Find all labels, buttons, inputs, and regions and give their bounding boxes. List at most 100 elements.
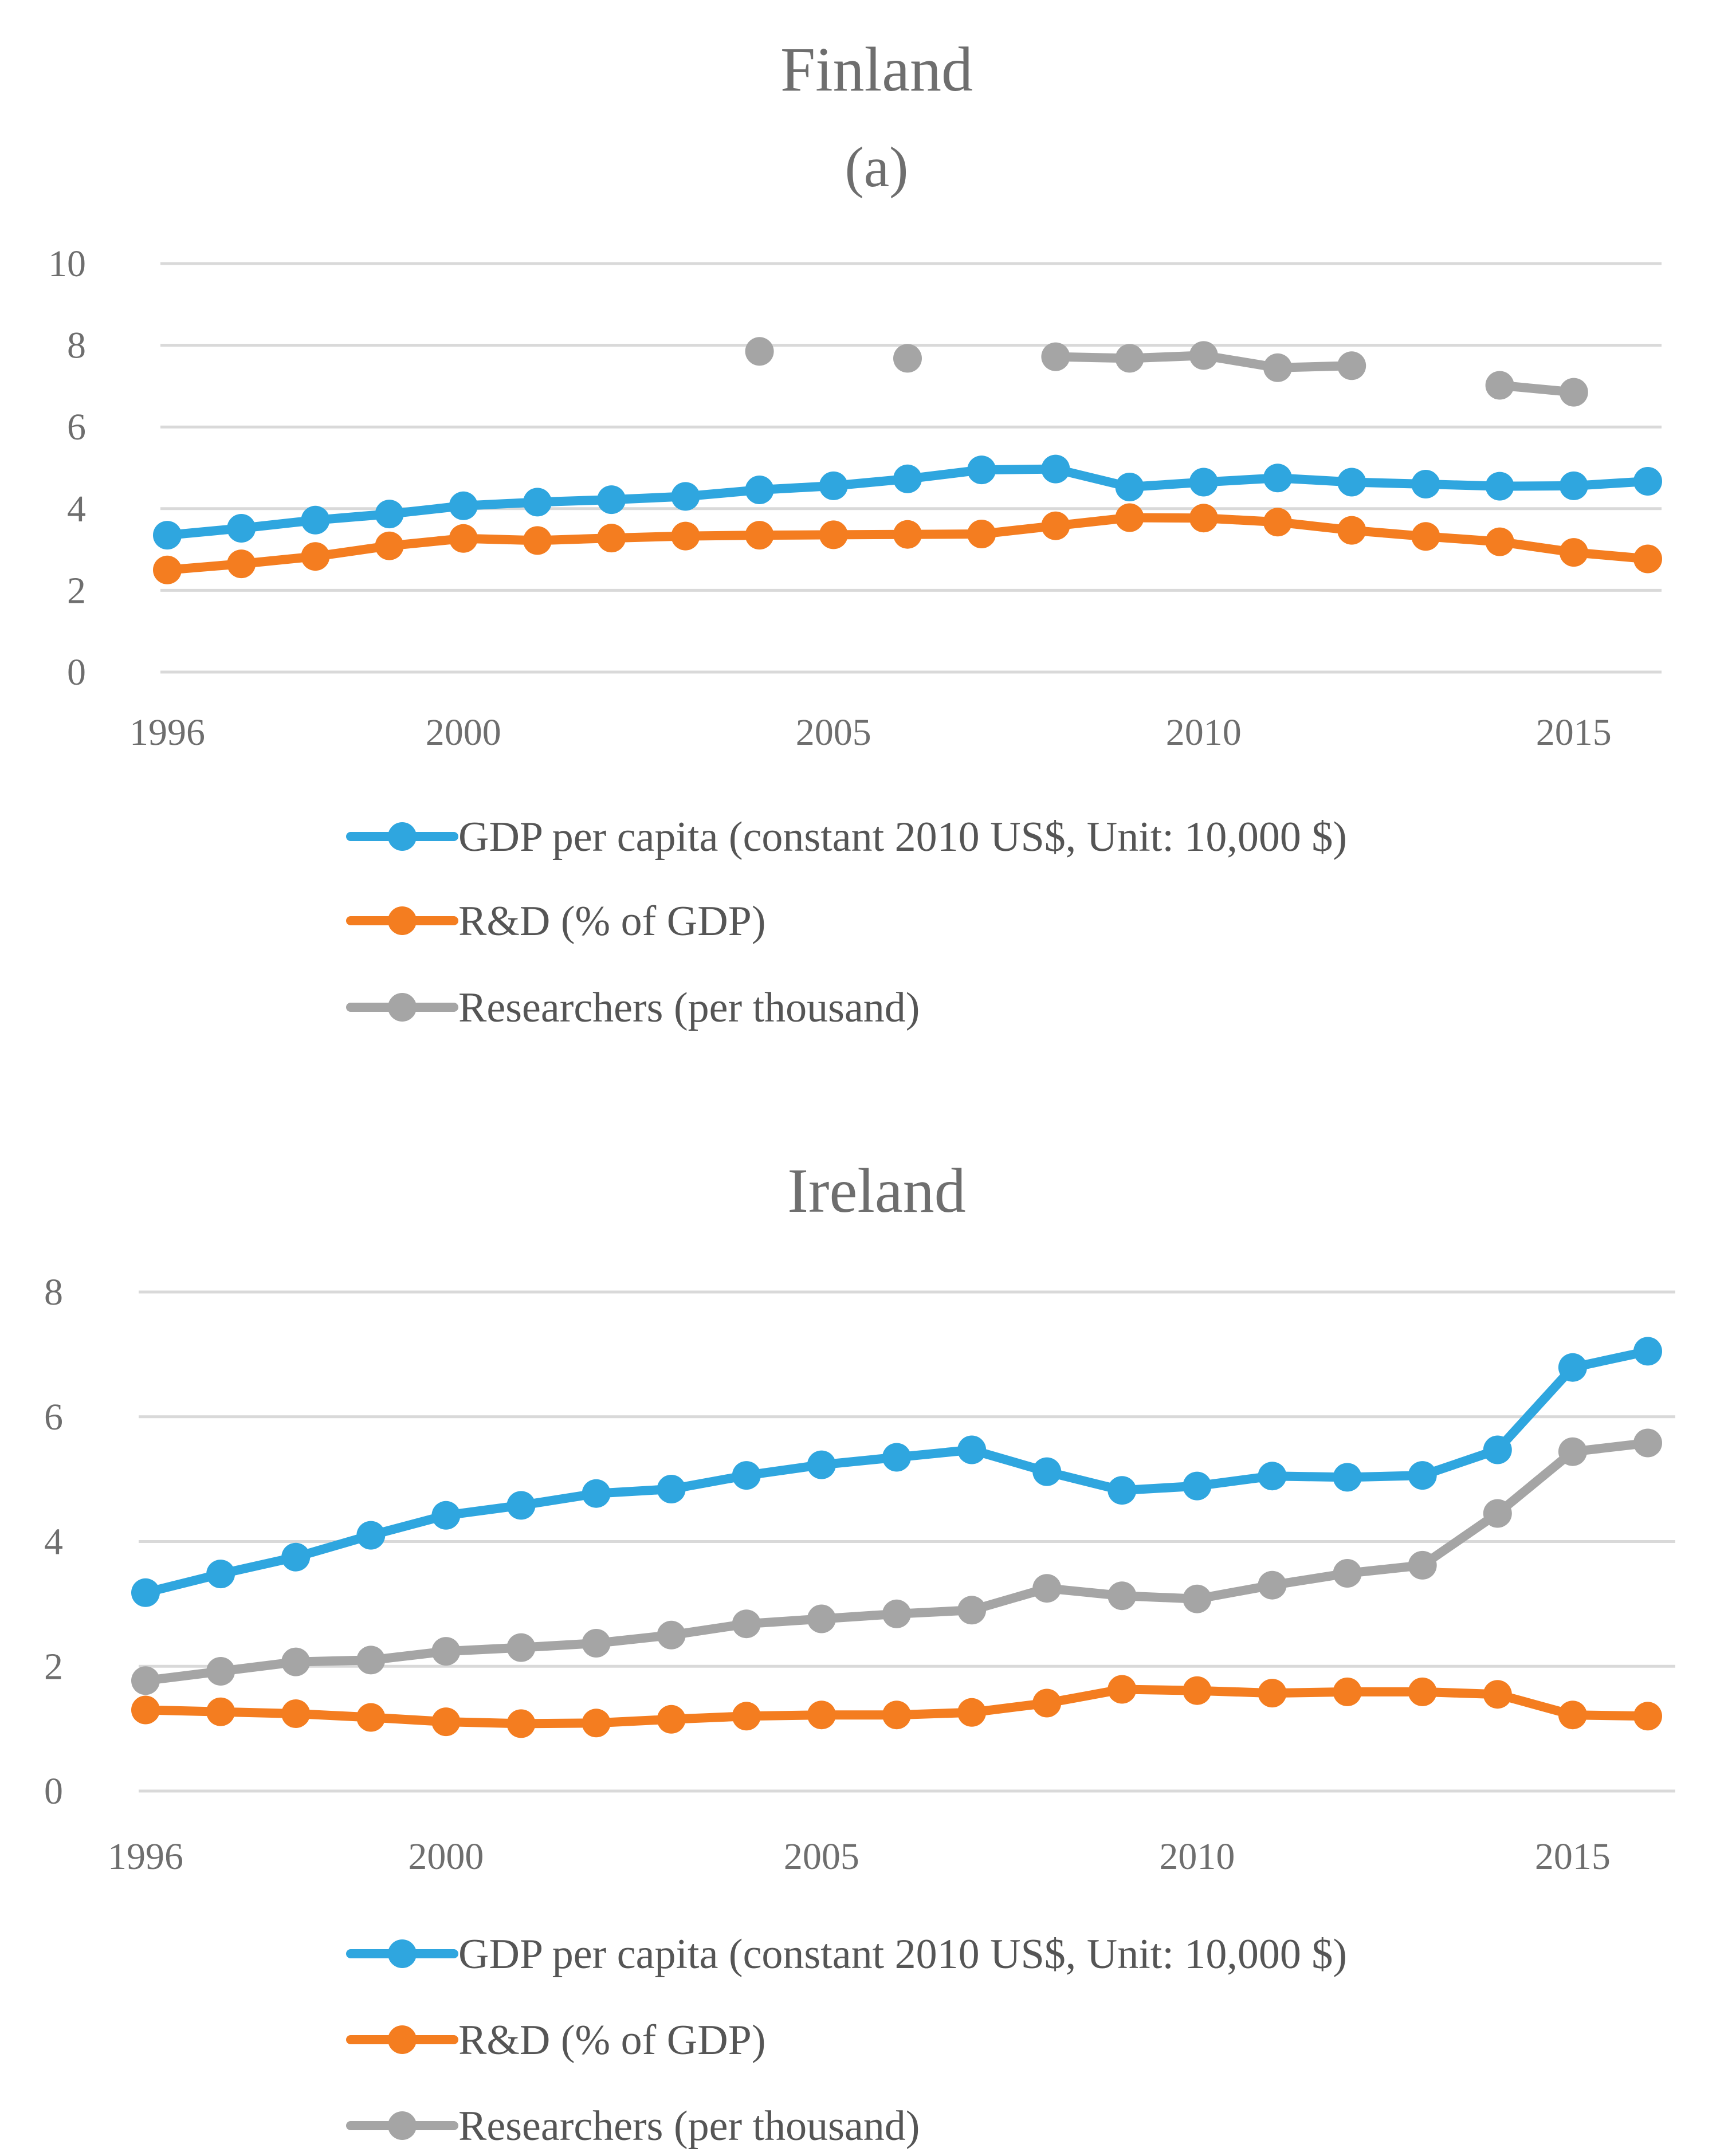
data-point-researchers[interactable] [1258,1570,1287,1600]
data-point-rd[interactable] [1189,504,1218,533]
data-point-rd[interactable] [506,1709,536,1738]
data-point-gdp[interactable] [1115,473,1144,501]
data-point-researchers[interactable] [1333,1559,1362,1588]
data-point-rd[interactable] [1558,1701,1587,1730]
data-point-gdp[interactable] [1408,1461,1437,1490]
data-point-rd[interactable] [356,1703,386,1732]
data-point-researchers[interactable] [1263,353,1292,382]
data-point-rd[interactable] [1485,527,1514,556]
data-point-researchers[interactable] [1108,1581,1137,1611]
legend-item-rd[interactable]: R&D (% of GDP) [346,2017,765,2064]
data-point-researchers[interactable] [1485,371,1514,400]
data-point-rd[interactable] [893,520,922,549]
data-point-rd[interactable] [1483,1680,1512,1709]
data-point-rd[interactable] [1559,538,1588,567]
data-point-gdp[interactable] [449,491,478,520]
data-point-researchers[interactable] [131,1666,160,1695]
data-point-researchers[interactable] [1032,1574,1062,1603]
data-point-gdp[interactable] [882,1443,911,1472]
data-point-researchers[interactable] [431,1637,461,1666]
data-point-researchers[interactable] [807,1604,836,1633]
data-point-rd[interactable] [1108,1675,1137,1704]
data-point-gdp[interactable] [506,1491,536,1520]
data-point-gdp[interactable] [671,482,700,511]
legend-item-researchers[interactable]: Researchers (per thousand) [346,2103,920,2150]
data-point-rd[interactable] [1633,1702,1662,1731]
data-point-gdp[interactable] [732,1461,761,1490]
data-point-rd[interactable] [732,1702,761,1731]
data-point-researchers[interactable] [281,1647,311,1676]
data-point-rd[interactable] [582,1709,611,1738]
data-point-gdp[interactable] [1263,464,1292,493]
data-point-researchers[interactable] [1408,1550,1437,1580]
data-point-gdp[interactable] [967,455,996,485]
data-point-researchers[interactable] [745,337,774,366]
data-point-rd[interactable] [819,520,848,549]
data-point-gdp[interactable] [1032,1457,1062,1486]
data-point-gdp[interactable] [1411,470,1440,498]
data-point-rd[interactable] [807,1701,836,1730]
data-point-gdp[interactable] [1189,468,1218,497]
data-point-gdp[interactable] [281,1542,311,1572]
data-point-gdp[interactable] [1483,1435,1512,1464]
data-point-rd[interactable] [1115,503,1144,532]
data-point-rd[interactable] [523,526,552,555]
data-point-gdp[interactable] [1633,1337,1662,1366]
data-point-gdp[interactable] [1333,1463,1362,1492]
data-point-researchers[interactable] [582,1629,611,1658]
data-point-researchers[interactable] [732,1609,761,1639]
data-point-researchers[interactable] [1183,1584,1212,1613]
data-point-rd[interactable] [1032,1688,1062,1718]
data-point-rd[interactable] [597,524,626,553]
data-point-rd[interactable] [1633,544,1662,574]
data-point-gdp[interactable] [1558,1353,1587,1382]
legend-item-gdp[interactable]: GDP per capita (constant 2010 US$, Unit:… [346,814,1347,861]
data-point-gdp[interactable] [206,1560,235,1589]
data-point-researchers[interactable] [1115,344,1144,373]
data-point-rd[interactable] [1041,511,1070,540]
data-point-rd[interactable] [206,1697,235,1726]
data-point-rd[interactable] [1263,508,1292,537]
data-point-gdp[interactable] [893,464,922,493]
data-point-rd[interactable] [882,1701,911,1730]
data-point-gdp[interactable] [745,476,774,504]
data-point-rd[interactable] [281,1699,311,1728]
data-point-researchers[interactable] [1559,378,1588,407]
data-point-rd[interactable] [131,1695,160,1725]
data-point-researchers[interactable] [957,1596,987,1625]
data-point-gdp[interactable] [131,1578,160,1607]
data-point-gdp[interactable] [1183,1471,1212,1501]
data-point-gdp[interactable] [227,514,256,543]
data-point-rd[interactable] [657,1705,686,1734]
data-point-gdp[interactable] [807,1450,836,1479]
data-point-rd[interactable] [153,555,182,584]
data-point-researchers[interactable] [1337,351,1366,380]
data-point-researchers[interactable] [206,1657,235,1686]
data-point-gdp[interactable] [431,1501,461,1530]
data-point-rd[interactable] [671,521,700,551]
data-point-gdp[interactable] [819,471,848,500]
data-point-gdp[interactable] [597,485,626,515]
data-point-gdp[interactable] [1337,468,1366,497]
data-point-gdp[interactable] [356,1521,386,1550]
data-point-gdp[interactable] [153,521,182,550]
data-point-researchers[interactable] [657,1620,686,1650]
data-point-rd[interactable] [227,549,256,579]
data-point-rd[interactable] [1333,1677,1362,1706]
data-point-rd[interactable] [1337,516,1366,545]
data-point-gdp[interactable] [657,1475,686,1503]
data-point-rd[interactable] [745,521,774,550]
data-point-researchers[interactable] [893,344,922,373]
data-point-rd[interactable] [375,531,404,560]
legend-item-researchers[interactable]: Researchers (per thousand) [346,984,920,1031]
data-point-gdp[interactable] [582,1479,611,1508]
data-point-researchers[interactable] [1041,342,1070,371]
data-point-researchers[interactable] [1189,341,1218,370]
data-point-rd[interactable] [1408,1677,1437,1706]
data-point-gdp[interactable] [301,505,330,535]
legend-item-rd[interactable]: R&D (% of GDP) [346,898,765,945]
data-point-rd[interactable] [967,520,996,548]
data-point-researchers[interactable] [882,1599,911,1628]
data-point-gdp[interactable] [1559,471,1588,500]
data-point-gdp[interactable] [375,500,404,529]
